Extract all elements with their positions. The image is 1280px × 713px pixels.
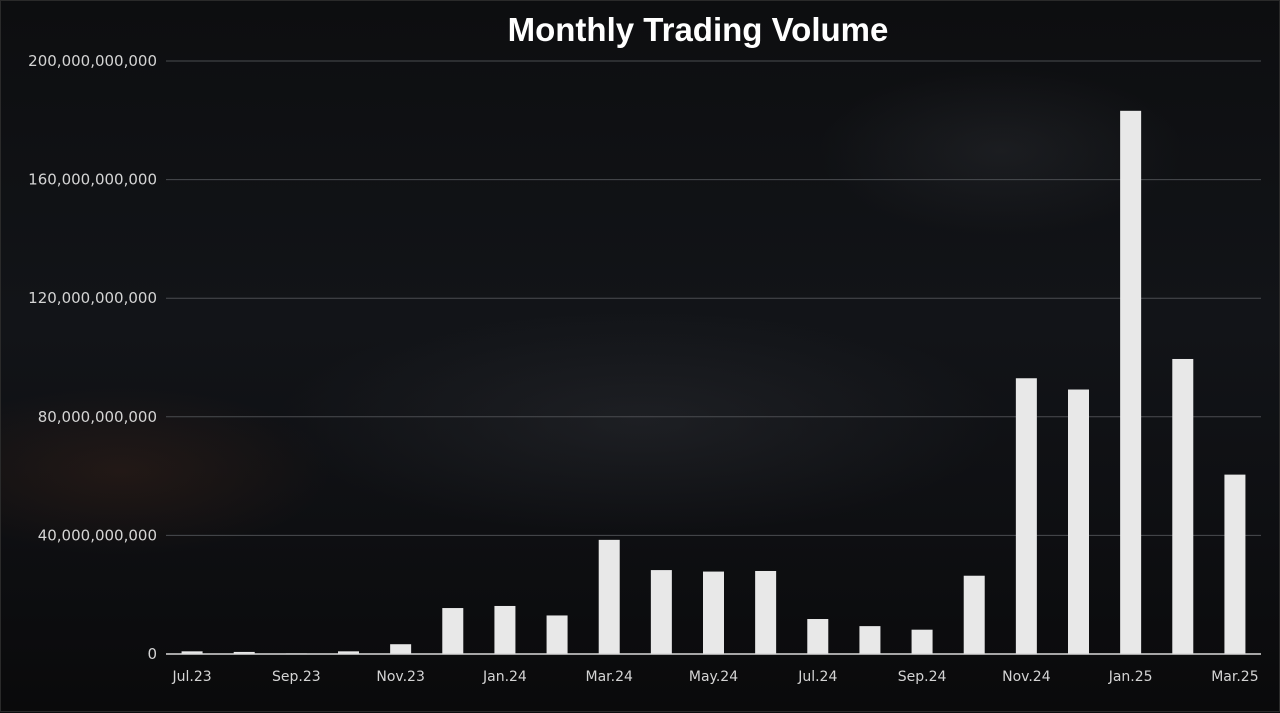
x-tick-label: Nov.23	[376, 669, 425, 685]
x-tick-label: Sep.23	[272, 669, 321, 685]
gridlines	[166, 60, 1261, 536]
bar	[807, 619, 829, 654]
bar	[1068, 389, 1089, 654]
bar	[494, 605, 516, 654]
y-tick-label: 40,000,000,000	[38, 526, 157, 544]
x-tick-label: Jul.23	[171, 669, 211, 685]
bar	[1224, 474, 1246, 654]
bar	[338, 651, 359, 654]
y-tick-label: 200,000,000,000	[28, 52, 157, 70]
bar	[181, 651, 203, 654]
bar	[650, 570, 672, 654]
x-tick-label: Mar.24	[586, 669, 633, 685]
y-tick-label: 80,000,000,000	[38, 408, 157, 426]
bar	[703, 571, 724, 654]
bar	[442, 608, 464, 654]
chart-title: Monthly Trading Volume	[508, 11, 889, 48]
x-tick-label: Jan.25	[1108, 669, 1153, 685]
y-tick-label: 160,000,000,000	[28, 171, 157, 189]
y-tick-label: 0	[147, 645, 157, 663]
x-tick-label: Jul.24	[797, 669, 837, 685]
bars	[181, 110, 1246, 654]
y-tick-label: 120,000,000,000	[28, 289, 157, 307]
bar	[911, 629, 933, 654]
x-tick-label: Nov.24	[1002, 669, 1051, 685]
bar	[755, 570, 777, 654]
bar	[546, 615, 568, 654]
x-tick-label: Jan.24	[482, 669, 527, 685]
bar	[1172, 358, 1194, 654]
x-tick-label: Mar.25	[1211, 669, 1258, 685]
bar	[233, 651, 255, 654]
x-tick-label: Sep.24	[898, 669, 947, 685]
bar	[1120, 110, 1142, 654]
bar	[1015, 378, 1037, 654]
bar	[598, 539, 620, 654]
x-tick-label: May.24	[689, 669, 738, 685]
y-axis-ticks: 0 40,000,000,000 80,000,000,000 120,000,000…	[28, 52, 157, 663]
bar	[963, 575, 985, 654]
bar	[390, 644, 412, 654]
bar	[859, 626, 881, 654]
x-axis-ticks: Jul.23 Sep.23 Nov.23 Jan.24 Mar.24 May.24 Jul.…	[171, 669, 1258, 685]
